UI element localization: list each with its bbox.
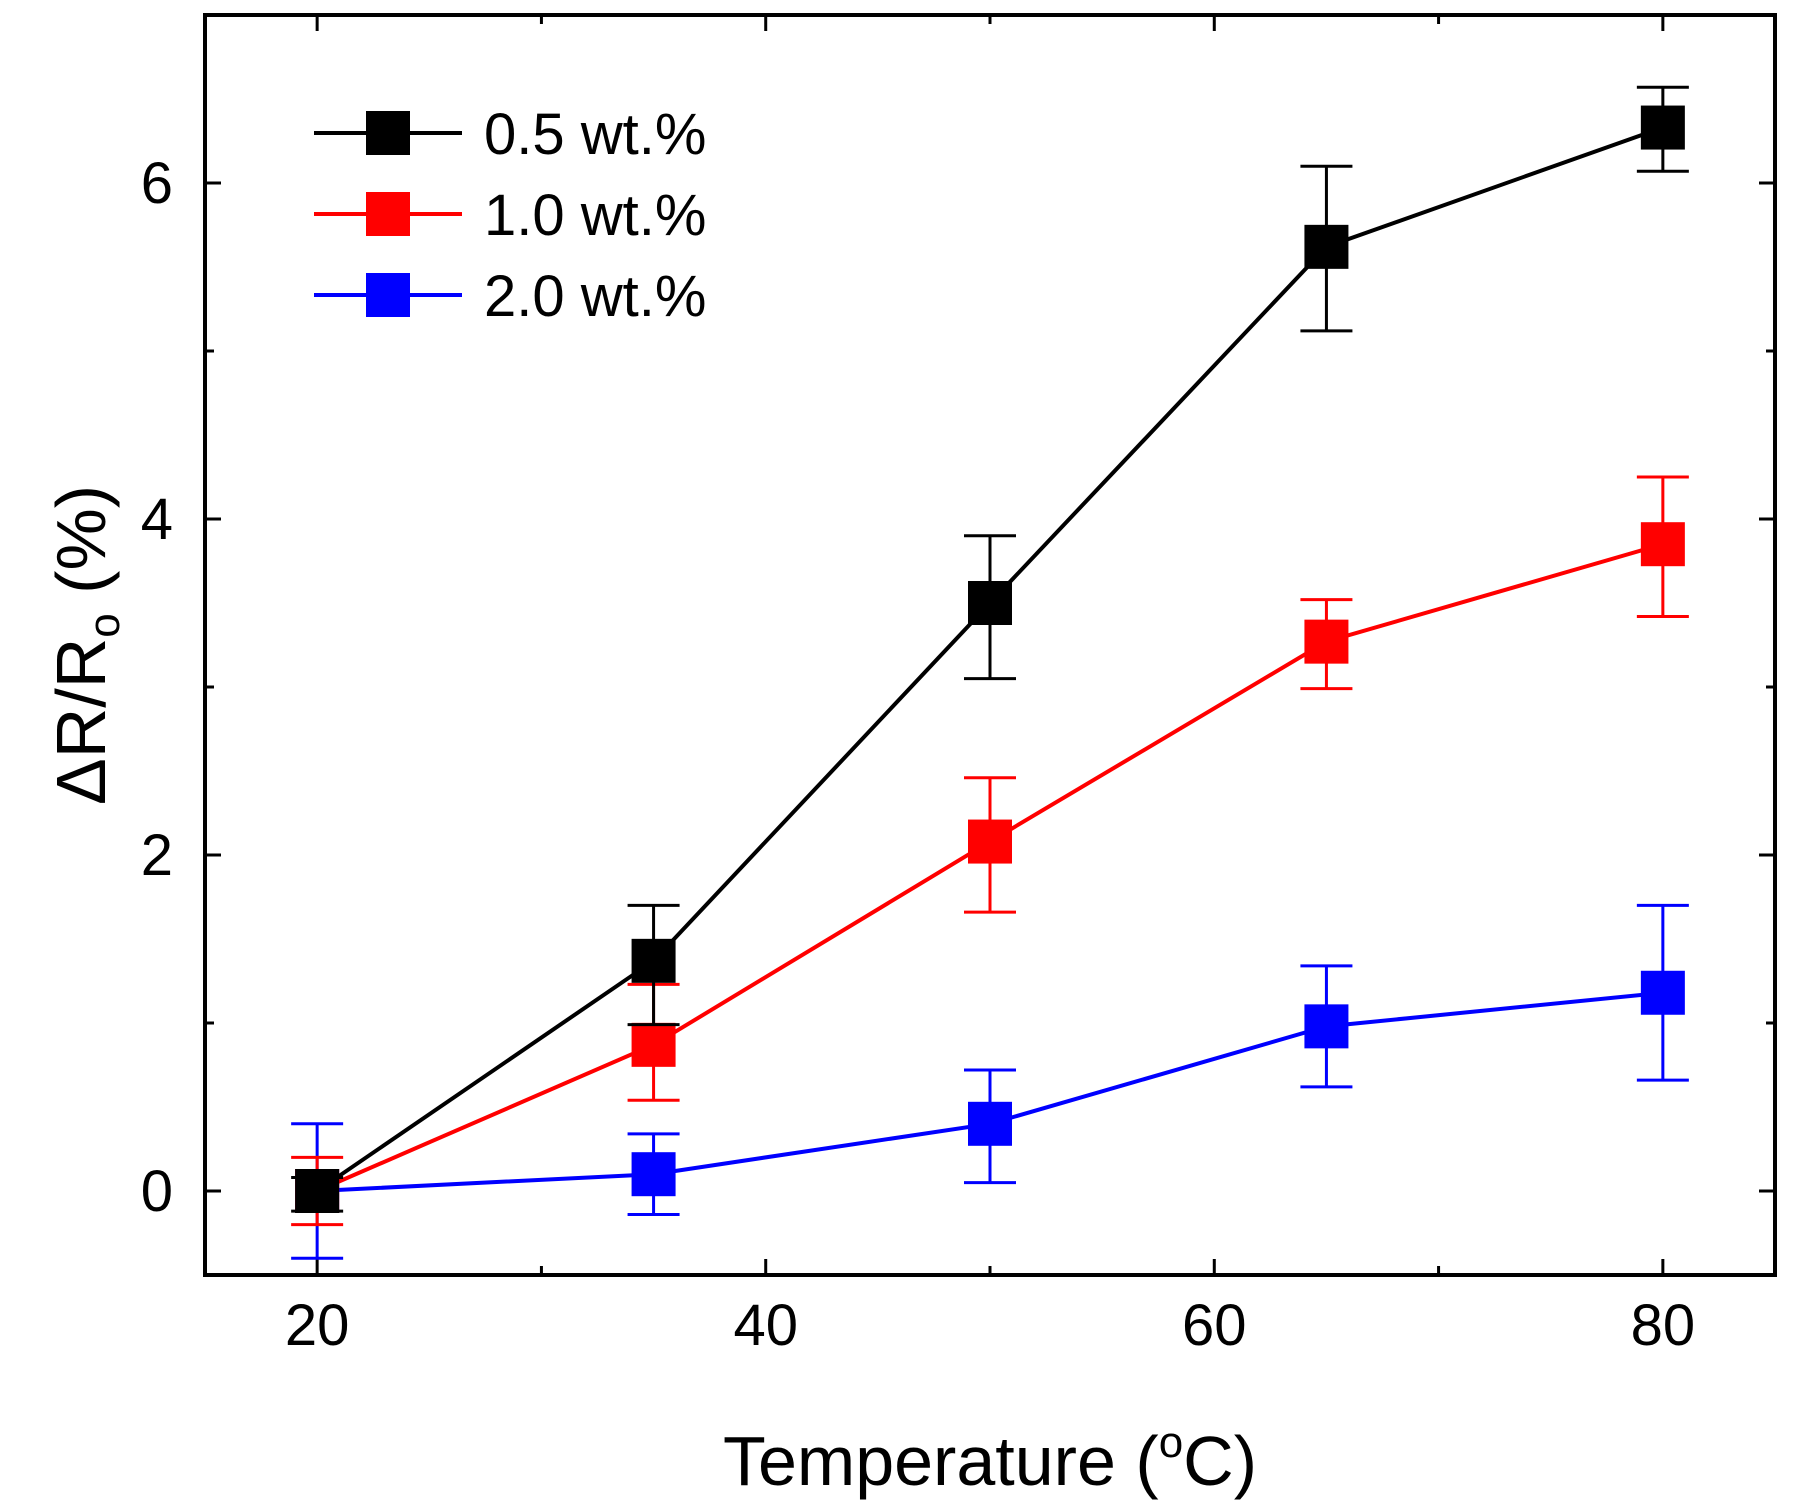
series-0-5-wt- bbox=[291, 85, 1689, 1213]
legend: 0.5 wt.% 1.0 wt.% 2.0 wt.% bbox=[314, 102, 706, 329]
series-2-0-wt- bbox=[291, 903, 1689, 1260]
data-point bbox=[631, 938, 676, 983]
x-tick-label: 80 bbox=[1631, 1293, 1696, 1358]
y-axis-title-end: (%) bbox=[42, 485, 120, 613]
legend-marker bbox=[366, 273, 410, 317]
data-point bbox=[968, 819, 1012, 864]
legend-label: 0.5 wt.% bbox=[484, 102, 706, 167]
legend-label: 1.0 wt.% bbox=[484, 183, 706, 248]
data-point bbox=[1304, 1004, 1349, 1049]
legend-item: 0.5 wt.% bbox=[314, 102, 706, 167]
legend-item: 2.0 wt.% bbox=[314, 264, 706, 329]
x-tick-label: 60 bbox=[1182, 1293, 1247, 1358]
data-point bbox=[631, 1022, 676, 1067]
data-point bbox=[968, 1101, 1012, 1146]
legend-marker bbox=[366, 111, 410, 155]
data-point bbox=[1304, 619, 1349, 664]
y-axis-title: ΔR/Ro (%) bbox=[42, 485, 129, 805]
axis-ticks: 20 40 60 80 0 2 4 6 bbox=[141, 15, 1775, 1358]
y-tick-label: 6 bbox=[141, 151, 173, 216]
y-tick-label: 4 bbox=[141, 487, 173, 552]
data-point bbox=[1304, 224, 1349, 269]
data-point bbox=[631, 1152, 676, 1197]
data-point bbox=[1640, 105, 1685, 150]
series-1-0-wt- bbox=[291, 475, 1689, 1227]
y-tick-label: 0 bbox=[141, 1159, 173, 1224]
x-axis-title-sup: o bbox=[1159, 1418, 1183, 1467]
x-axis-title-end: C) bbox=[1183, 1422, 1257, 1500]
x-axis-title: Temperature (oC) bbox=[723, 1418, 1257, 1500]
x-tick-label: 40 bbox=[733, 1293, 798, 1358]
legend-label: 2.0 wt.% bbox=[484, 264, 706, 329]
legend-item: 1.0 wt.% bbox=[314, 183, 706, 248]
legend-marker bbox=[366, 192, 410, 236]
data-point bbox=[295, 1169, 340, 1213]
x-tick-label: 20 bbox=[285, 1293, 350, 1358]
data-point bbox=[1640, 522, 1685, 567]
series-layer bbox=[291, 85, 1689, 1260]
data-point bbox=[1640, 970, 1685, 1015]
data-point bbox=[968, 581, 1012, 625]
y-axis-title-main: ΔR/R bbox=[42, 638, 120, 805]
x-axis-title-main: Temperature ( bbox=[723, 1422, 1159, 1500]
y-axis-title-sub: o bbox=[80, 613, 129, 637]
y-tick-label: 2 bbox=[141, 823, 173, 888]
